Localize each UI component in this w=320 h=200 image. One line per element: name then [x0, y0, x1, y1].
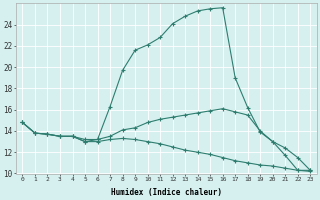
X-axis label: Humidex (Indice chaleur): Humidex (Indice chaleur) — [111, 188, 222, 197]
